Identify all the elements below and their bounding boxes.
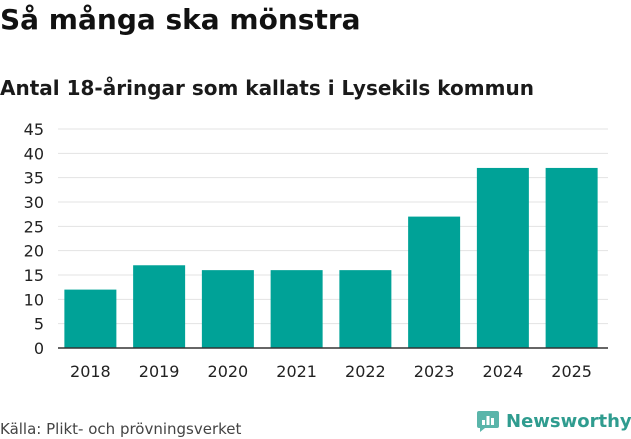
chart-subtitle: Antal 18-åringar som kallats i Lysekils … bbox=[0, 76, 534, 100]
bar bbox=[133, 265, 186, 348]
newsworthy-logo-icon bbox=[477, 411, 499, 432]
y-tick-label: 5 bbox=[34, 315, 44, 334]
x-tick-label: 2019 bbox=[139, 362, 180, 381]
bar bbox=[545, 167, 598, 348]
bar bbox=[64, 289, 117, 348]
y-tick-label: 0 bbox=[34, 339, 44, 358]
x-tick-label: 2020 bbox=[208, 362, 249, 381]
y-tick-label: 40 bbox=[24, 144, 44, 163]
y-tick-label: 30 bbox=[24, 193, 44, 212]
bar bbox=[270, 270, 323, 348]
y-tick-label: 25 bbox=[24, 217, 44, 236]
y-tick-label: 15 bbox=[24, 266, 44, 285]
y-tick-label: 45 bbox=[24, 120, 44, 139]
bar bbox=[339, 270, 392, 348]
source-note: Källa: Plikt- och prövningsverket bbox=[0, 420, 242, 438]
x-tick-label: 2024 bbox=[483, 362, 524, 381]
newsworthy-brand-link[interactable]: Newsworthy bbox=[476, 409, 631, 433]
x-tick-label: 2021 bbox=[276, 362, 317, 381]
bar bbox=[476, 167, 529, 348]
x-tick-label: 2022 bbox=[345, 362, 386, 381]
x-tick-label: 2023 bbox=[414, 362, 455, 381]
x-tick-label: 2018 bbox=[70, 362, 111, 381]
bar bbox=[201, 270, 254, 348]
y-tick-label: 10 bbox=[24, 290, 44, 309]
y-tick-label: 20 bbox=[24, 242, 44, 261]
bar bbox=[408, 216, 461, 348]
chart-title: Så många ska mönstra bbox=[0, 3, 361, 36]
x-tick-label: 2025 bbox=[551, 362, 592, 381]
y-tick-label: 35 bbox=[24, 169, 44, 188]
brand-name: Newsworthy bbox=[506, 410, 631, 432]
